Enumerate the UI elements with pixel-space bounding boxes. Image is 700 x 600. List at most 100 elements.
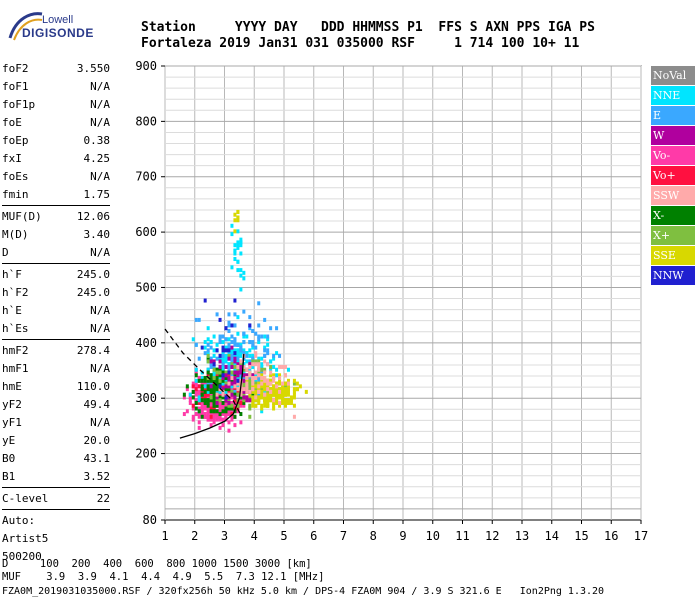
param-value: 0.38 (83, 134, 111, 147)
param-row: hmE 110.0 (2, 378, 110, 396)
echo-point (257, 381, 261, 386)
echo-point (209, 389, 213, 394)
echo-point (260, 395, 264, 400)
echo-point (215, 398, 219, 403)
echo-point (200, 389, 204, 394)
echo-point (236, 331, 240, 336)
echo-point (221, 412, 225, 417)
echo-point (233, 257, 237, 262)
echo-point (218, 376, 222, 381)
echo-point (254, 398, 258, 403)
echo-point (278, 364, 282, 369)
echo-point (197, 412, 201, 417)
echo-point (227, 384, 231, 389)
x-tick-label: 15 (574, 529, 588, 543)
echo-point (284, 400, 287, 405)
echo-point (248, 384, 252, 389)
echo-point (221, 362, 225, 367)
muf-row: MUF 3.9 3.9 4.1 4.4 4.9 5.5 7.3 12.1 [MH… (2, 571, 325, 583)
echo-point (227, 398, 231, 403)
echo-point (233, 378, 237, 383)
y-tick-label: 300 (135, 391, 157, 405)
echo-point (239, 251, 243, 256)
echo-point (281, 364, 285, 369)
echo-point (227, 367, 231, 372)
echo-point (257, 337, 261, 342)
echo-point (248, 367, 252, 372)
param-row: h`F 245.0 (2, 266, 110, 284)
echo-point (191, 389, 195, 394)
param-name: h`Es (2, 322, 29, 335)
x-tick-label: 3 (221, 529, 228, 543)
echo-point (230, 389, 234, 394)
param-value: 12.06 (76, 210, 110, 223)
echo-point (298, 384, 302, 389)
echo-point (251, 356, 255, 361)
echo-point (197, 378, 201, 383)
echo-point (194, 406, 198, 411)
echo-point (242, 276, 246, 281)
echo-point (224, 392, 228, 397)
echo-point (266, 351, 270, 356)
y-tick-label: 500 (135, 280, 157, 294)
echo-point (257, 340, 261, 345)
echo-point (239, 395, 243, 400)
echo-point (218, 337, 222, 342)
echo-point (239, 400, 243, 405)
echo-point (233, 342, 237, 347)
echo-point (292, 389, 296, 394)
echo-point (206, 384, 210, 389)
echo-point (266, 389, 270, 394)
echo-point (233, 403, 237, 408)
echo-point (218, 353, 222, 358)
echo-point (254, 378, 258, 383)
param-value: 20.0 (83, 434, 111, 447)
echo-point (203, 351, 207, 356)
echo-point (221, 384, 225, 389)
echo-point (224, 376, 228, 381)
echo-point (209, 417, 213, 422)
echo-point (224, 348, 228, 353)
echo-point (206, 370, 210, 375)
echo-point (248, 387, 252, 392)
echo-point (233, 251, 237, 256)
echo-point (263, 353, 267, 358)
echo-point (200, 384, 204, 389)
echo-point (260, 334, 264, 339)
echo-point (230, 414, 234, 419)
echo-point (209, 345, 213, 350)
echo-point (230, 373, 234, 378)
echo-point (242, 364, 246, 369)
echo-point (272, 384, 276, 389)
echo-point (295, 387, 299, 392)
echo-point (236, 370, 240, 375)
echo-point (236, 353, 240, 358)
echo-point (209, 384, 213, 389)
param-row: hmF2 278.4 (2, 342, 110, 360)
x-tick-label: 11 (455, 529, 469, 543)
echo-point (251, 345, 255, 350)
echo-point (197, 392, 201, 397)
echo-point (284, 403, 287, 408)
echo-point (224, 414, 228, 419)
echo-point (254, 373, 258, 378)
echo-point (209, 373, 213, 378)
echo-point (236, 362, 240, 367)
echo-point (233, 229, 237, 234)
echo-point (200, 409, 204, 414)
echo-point (224, 395, 228, 400)
autoscale-label: 500200 (2, 550, 42, 563)
echo-point (233, 356, 237, 361)
echo-point (206, 412, 210, 417)
echo-point (284, 384, 287, 389)
echo-point (209, 387, 213, 392)
echo-point (203, 387, 207, 392)
echo-point (206, 400, 210, 405)
echo-point (239, 420, 243, 425)
echo-point (233, 243, 237, 248)
echo-point (292, 378, 296, 383)
param-name: C-level (2, 492, 49, 505)
echo-point (254, 389, 258, 394)
legend-item-x-: X- (651, 206, 695, 225)
echo-point (224, 381, 228, 386)
